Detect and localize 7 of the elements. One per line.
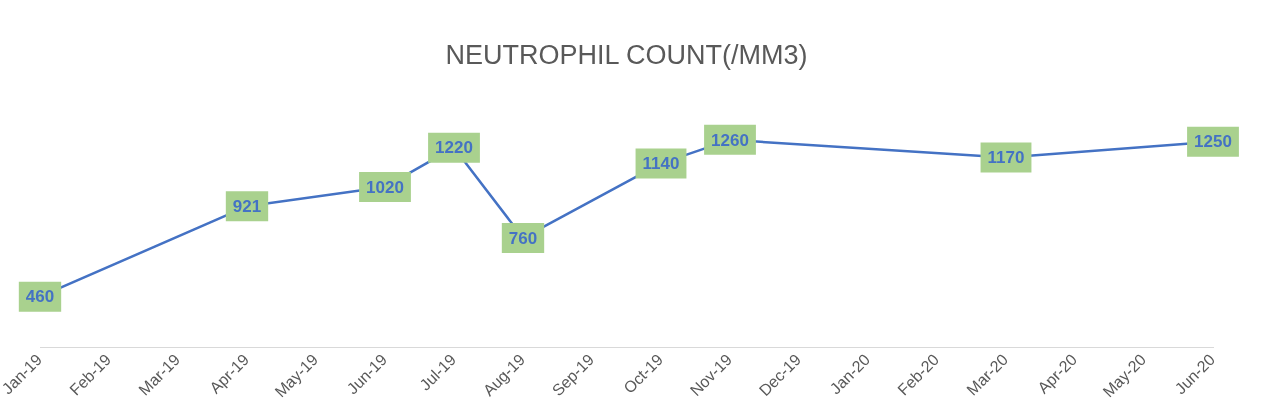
data-label: 1140	[642, 154, 680, 174]
chart-title: NEUTROPHIL COUNT(/MM3)	[445, 39, 808, 70]
data-label: 1260	[711, 130, 749, 150]
data-label: 1220	[435, 138, 473, 158]
data-label: 1170	[987, 148, 1025, 168]
data-label: 1020	[366, 177, 404, 197]
data-label: 1250	[1194, 132, 1232, 152]
